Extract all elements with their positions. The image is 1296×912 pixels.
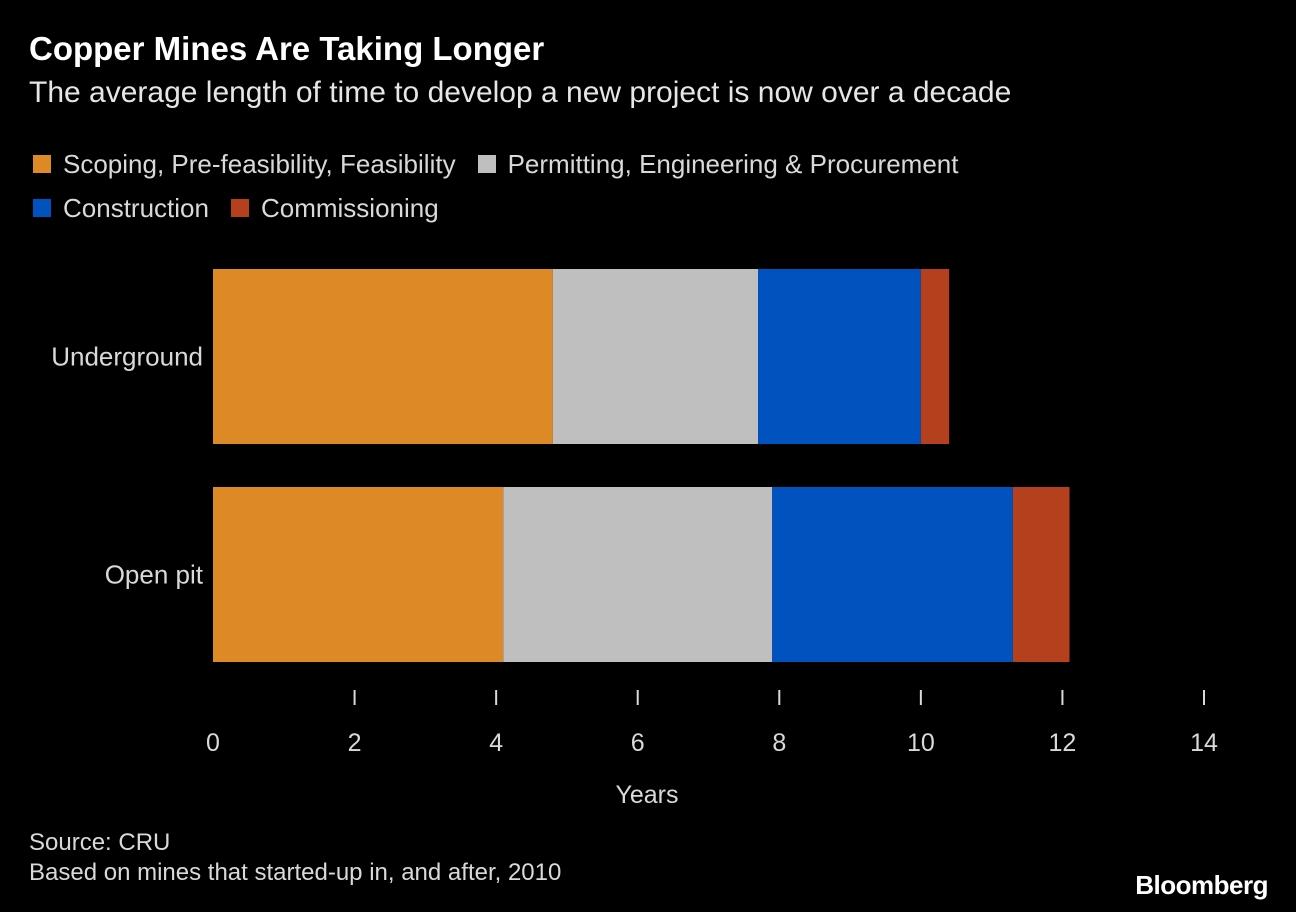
x-tick-label: 8 xyxy=(772,729,786,757)
x-tick-label: 10 xyxy=(907,729,935,757)
x-tick-label: 2 xyxy=(348,729,362,757)
bar-segment xyxy=(503,487,773,662)
source-text: Source: CRU xyxy=(29,829,171,856)
legend: Scoping, Pre-feasibility, Feasibility Per… xyxy=(33,142,1233,230)
bar-segment xyxy=(758,269,921,444)
category-label: Open pit xyxy=(105,560,204,590)
chart-subtitle: The average length of time to develop a … xyxy=(29,76,1012,109)
bar-segment xyxy=(1012,487,1070,662)
x-tick-label: 4 xyxy=(489,729,503,757)
x-tick-label: 6 xyxy=(631,729,645,757)
category-label: Underground xyxy=(51,342,203,372)
legend-swatch xyxy=(33,199,51,217)
legend-item: Construction xyxy=(33,186,209,230)
legend-label: Commissioning xyxy=(260,192,439,223)
legend-item: Commissioning xyxy=(230,186,439,230)
legend-label: Construction xyxy=(63,192,209,223)
legend-label: Scoping, Pre-feasibility, Feasibility xyxy=(63,148,456,179)
x-tick-label: 0 xyxy=(206,729,220,757)
legend-item: Permitting, Engineering & Procurement xyxy=(477,142,959,186)
chart-title: Copper Mines Are Taking Longer xyxy=(29,30,545,67)
x-tick-label: 12 xyxy=(1049,729,1077,757)
bloomberg-logo: Bloomberg xyxy=(1135,870,1268,900)
legend-label: Permitting, Engineering & Procurement xyxy=(507,148,959,179)
note-text: Based on mines that started-up in, and a… xyxy=(29,859,562,886)
legend-item: Scoping, Pre-feasibility, Feasibility xyxy=(33,142,456,186)
bar-segment xyxy=(552,269,759,444)
x-axis-label: Years xyxy=(615,781,678,809)
bar-segment xyxy=(772,487,1013,662)
bar-segment xyxy=(213,487,504,662)
bar-segment xyxy=(213,269,553,444)
footer-notes: Source: CRU Based on mines that started-… xyxy=(29,828,561,888)
bar-segment xyxy=(920,269,950,444)
legend-swatch xyxy=(33,155,51,173)
legend-swatch xyxy=(230,199,249,217)
x-tick-label: 14 xyxy=(1190,729,1218,757)
legend-swatch xyxy=(477,155,496,173)
